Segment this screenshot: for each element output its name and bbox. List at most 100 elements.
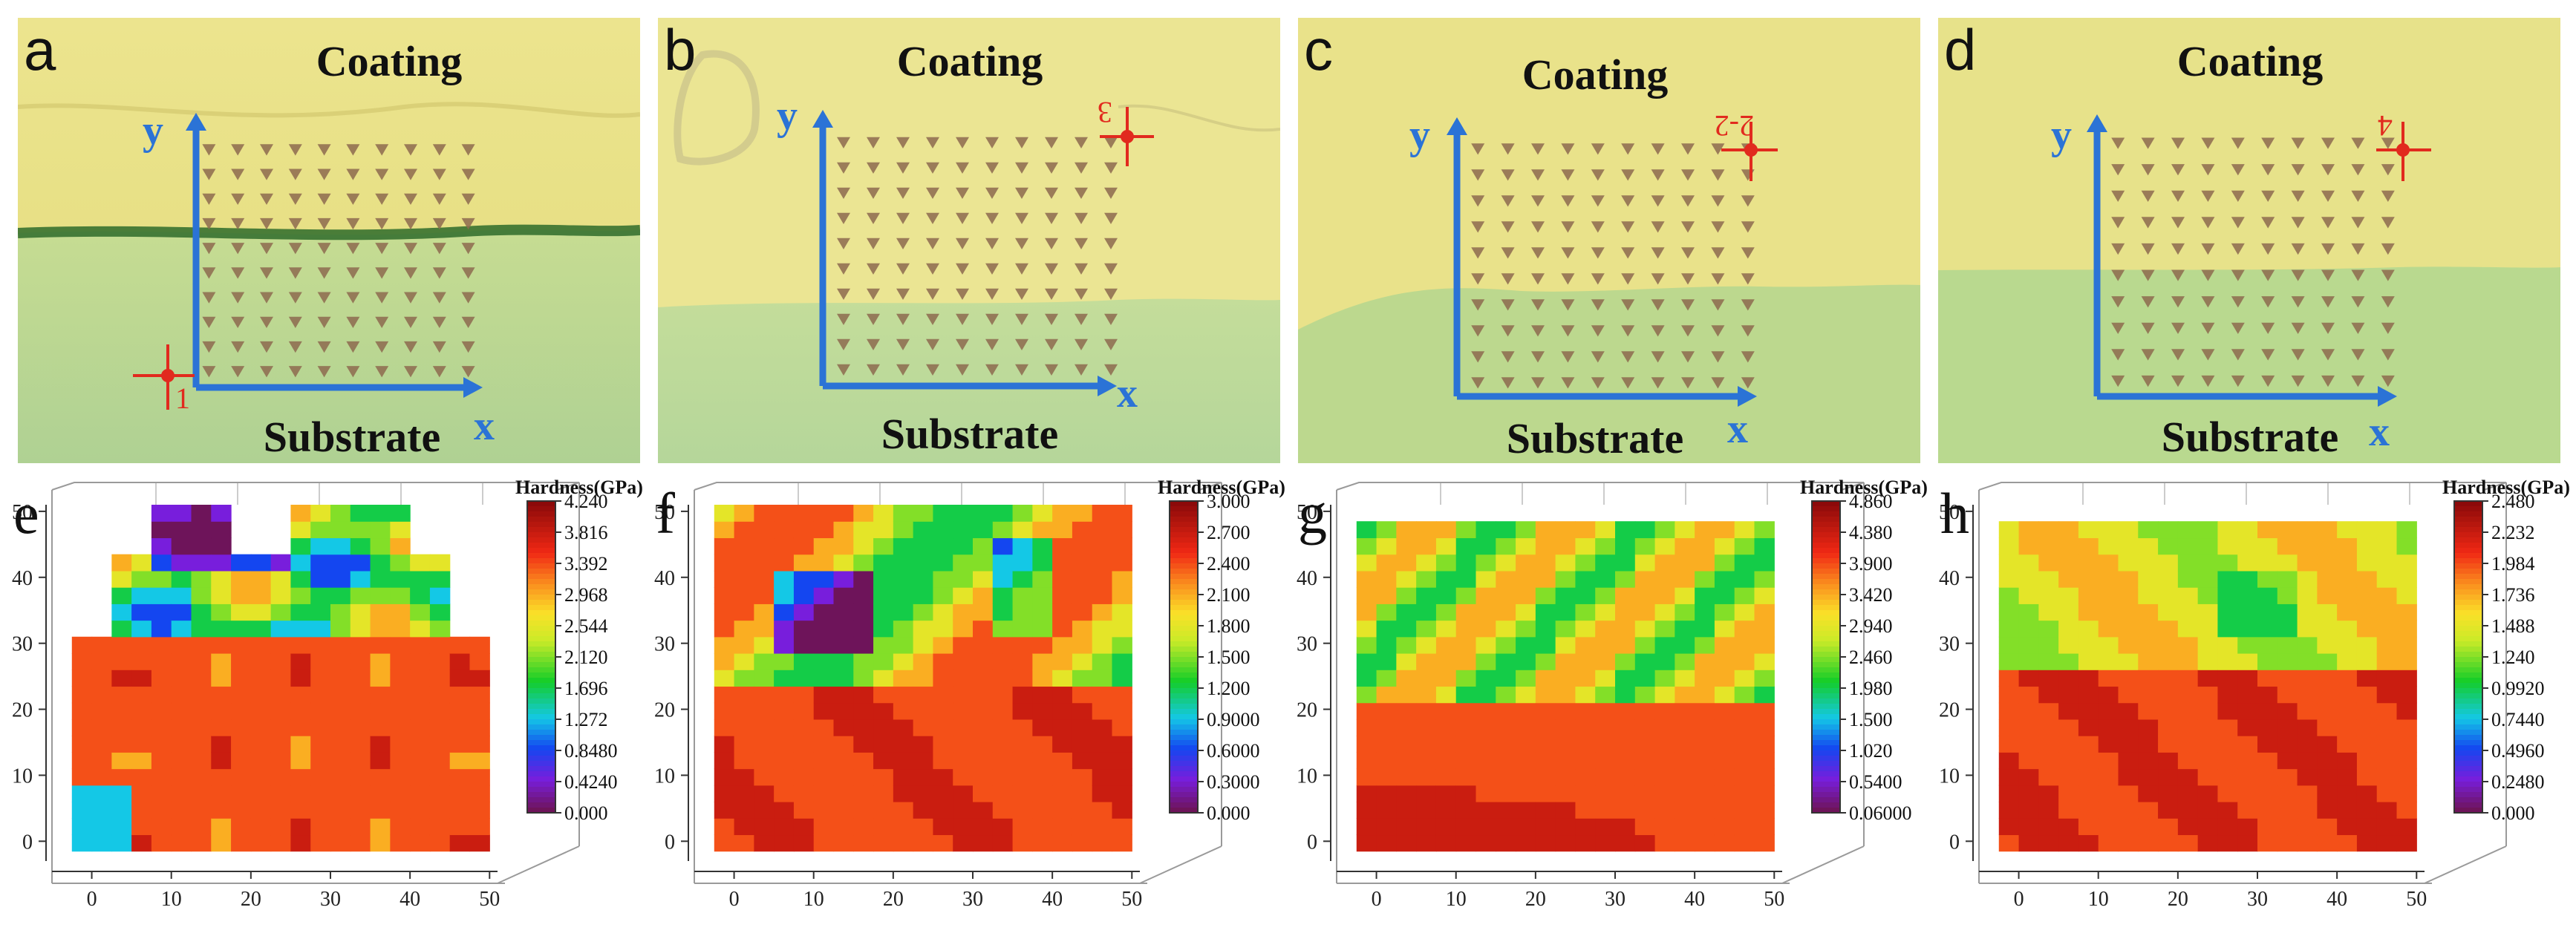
contour-cell: [774, 834, 795, 852]
contour-cell: [410, 653, 431, 670]
contour-cell: [2058, 537, 2079, 555]
indent-mark: [2321, 137, 2335, 149]
contour-cell: [290, 521, 311, 539]
contour-cell: [310, 768, 331, 786]
contour-cell: [131, 736, 152, 753]
indent-mark: [1591, 351, 1605, 363]
contour-cell: [270, 719, 292, 736]
colorbar-segment: [527, 735, 555, 741]
contour-cell: [1595, 686, 1616, 704]
contour-cell: [1356, 620, 1377, 638]
contour-cell: [1535, 670, 1556, 687]
contour-cell: [449, 736, 471, 753]
contour-cell: [1032, 752, 1053, 770]
contour-cell: [2158, 603, 2179, 621]
contour-cell: [2376, 719, 2398, 736]
contour-cell: [1555, 587, 1576, 604]
contour-cell: [2317, 521, 2338, 539]
indent-mark: [1681, 325, 1695, 337]
colorbar-segment: [1170, 610, 1198, 616]
contour-cell: [151, 537, 172, 555]
contour-cell: [1555, 752, 1576, 770]
contour-cell: [734, 802, 754, 819]
contour-cell: [754, 768, 775, 786]
contour-cell: [1476, 653, 1496, 670]
contour-cell: [1356, 719, 1377, 736]
indent-mark: [1651, 143, 1665, 155]
contour-cell: [171, 752, 192, 770]
indent-mark: [2141, 322, 2155, 334]
contour-cell: [2277, 653, 2298, 670]
contour-cell: [91, 752, 112, 770]
contour-cell: [71, 702, 93, 720]
contour-cell: [774, 603, 795, 621]
indent-mark: [1104, 288, 1118, 300]
indent-mark: [1681, 247, 1695, 259]
indent-mark: [867, 187, 880, 199]
colorbar-tick-label: 1.020: [1849, 740, 1893, 762]
contour-cell: [1654, 653, 1675, 670]
contour-cell: [330, 752, 351, 770]
contour-cell: [2356, 736, 2378, 753]
contour-cell: [151, 818, 172, 836]
contour-cell: [2018, 554, 2039, 572]
photo-panel-d: y x 4 Coating Substrate d: [1938, 18, 2560, 463]
colorbar-segment: [1170, 719, 1198, 725]
contour-cell: [2237, 587, 2258, 604]
contour-cell: [973, 802, 994, 819]
contour-cell: [2217, 834, 2238, 852]
contour-cell: [1072, 686, 1093, 704]
colorbar-tick-label: 2.940: [1849, 615, 1893, 637]
contour-cell: [1634, 570, 1656, 588]
contour-cell: [1092, 719, 1113, 736]
contour-cell: [1615, 736, 1636, 753]
contour-cell: [813, 554, 835, 572]
colorbar-legend: Hardness(GPa)4.8604.3803.9003.4202.9402.…: [1800, 477, 1927, 824]
contour-cell: [2138, 719, 2159, 736]
contour-cell: [754, 653, 775, 670]
contour-cell: [793, 521, 815, 539]
colorbar-segment: [1812, 600, 1840, 606]
contour-cell: [1575, 636, 1596, 654]
contour-cell: [1695, 636, 1715, 654]
y-tick-label: 10: [1939, 765, 1960, 788]
contour-cell: [1072, 521, 1093, 539]
contour-cell: [1535, 554, 1556, 572]
indent-mark: [2261, 243, 2275, 255]
contour-cell: [2317, 719, 2338, 736]
contour-cell: [2058, 719, 2079, 736]
contour-cell: [410, 636, 431, 654]
x-tick-label: 0: [87, 888, 97, 911]
contour-cell: [2257, 702, 2278, 720]
contour-cell: [310, 521, 331, 539]
contour-cell: [1012, 521, 1033, 539]
colorbar-segment: [527, 672, 555, 678]
x-tick-label: 30: [320, 888, 341, 911]
y-tick-label: 10: [12, 765, 33, 788]
coating-label: Coating: [1522, 50, 1669, 99]
colorbar-segment: [1170, 730, 1198, 736]
indent-mark: [1711, 247, 1725, 259]
indent-mark: [1104, 212, 1118, 224]
contour-cell: [370, 736, 391, 753]
contour-cell: [774, 620, 795, 638]
indent-mark: [404, 168, 417, 180]
contour-cell: [754, 719, 775, 736]
contour-cell: [1455, 686, 1477, 704]
contour-cell: [2277, 636, 2298, 654]
contour-cell: [1734, 653, 1755, 670]
contour-cell: [1675, 570, 1695, 588]
contour-cell: [2098, 636, 2119, 654]
contour-cell: [2376, 670, 2398, 687]
contour-cell: [1416, 620, 1437, 638]
indent-mark: [202, 217, 216, 230]
contour-cell: [211, 570, 232, 588]
indent-mark: [867, 212, 880, 224]
contour-cell: [1555, 802, 1576, 819]
contour-cell: [1376, 653, 1397, 670]
indent-mark: [2381, 217, 2395, 229]
indent-mark: [896, 187, 910, 199]
contour-cell: [1615, 719, 1636, 736]
indent-mark: [2171, 322, 2185, 334]
indent-mark: [2171, 296, 2185, 308]
